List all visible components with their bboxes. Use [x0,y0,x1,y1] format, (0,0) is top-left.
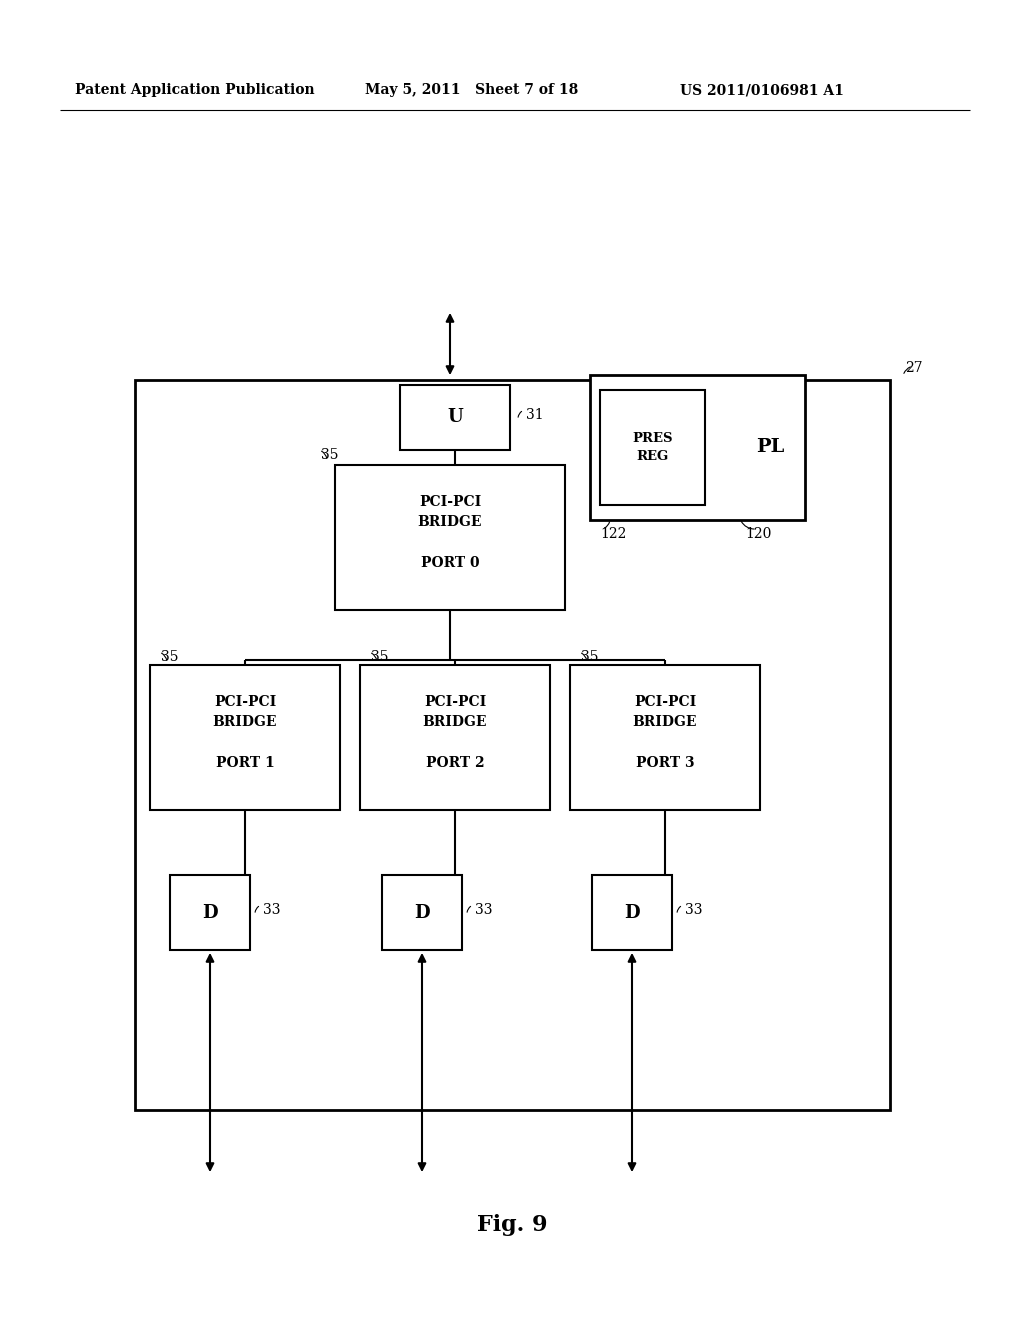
Bar [570,665,760,810]
Text: PCI-PCI
BRIDGE

PORT 1: PCI-PCI BRIDGE PORT 1 [213,694,278,771]
Text: 122: 122 [600,527,627,541]
Text: 33: 33 [475,903,493,917]
Text: May 5, 2011   Sheet 7 of 18: May 5, 2011 Sheet 7 of 18 [365,83,579,96]
Bar [335,465,565,610]
Text: Patent Application Publication: Patent Application Publication [75,83,314,96]
Text: Fig. 9: Fig. 9 [477,1214,547,1236]
Text: 31: 31 [526,408,544,422]
Text: PCI-PCI
BRIDGE

PORT 3: PCI-PCI BRIDGE PORT 3 [633,694,697,771]
Text: 27: 27 [905,360,923,375]
Text: PCI-PCI
BRIDGE

PORT 0: PCI-PCI BRIDGE PORT 0 [418,495,482,570]
Bar [382,875,462,950]
Text: PCI-PCI
BRIDGE

PORT 2: PCI-PCI BRIDGE PORT 2 [423,694,487,771]
Text: U: U [447,408,463,426]
Text: 35: 35 [371,649,388,664]
Bar [592,875,672,950]
Text: 33: 33 [685,903,702,917]
Text: PRES
REG: PRES REG [632,432,673,463]
Text: D: D [202,903,218,921]
Text: 35: 35 [581,649,598,664]
Bar [590,375,805,520]
Text: D: D [414,903,430,921]
Text: PL: PL [756,438,784,457]
Bar [400,385,510,450]
Text: D: D [625,903,640,921]
Bar [150,665,340,810]
Text: 35: 35 [321,447,339,462]
Text: 35: 35 [161,649,178,664]
Text: 33: 33 [263,903,281,917]
Bar [360,665,550,810]
Text: US 2011/0106981 A1: US 2011/0106981 A1 [680,83,844,96]
Bar [135,380,890,1110]
Text: 120: 120 [745,527,771,541]
Bar [600,389,705,506]
Bar [170,875,250,950]
